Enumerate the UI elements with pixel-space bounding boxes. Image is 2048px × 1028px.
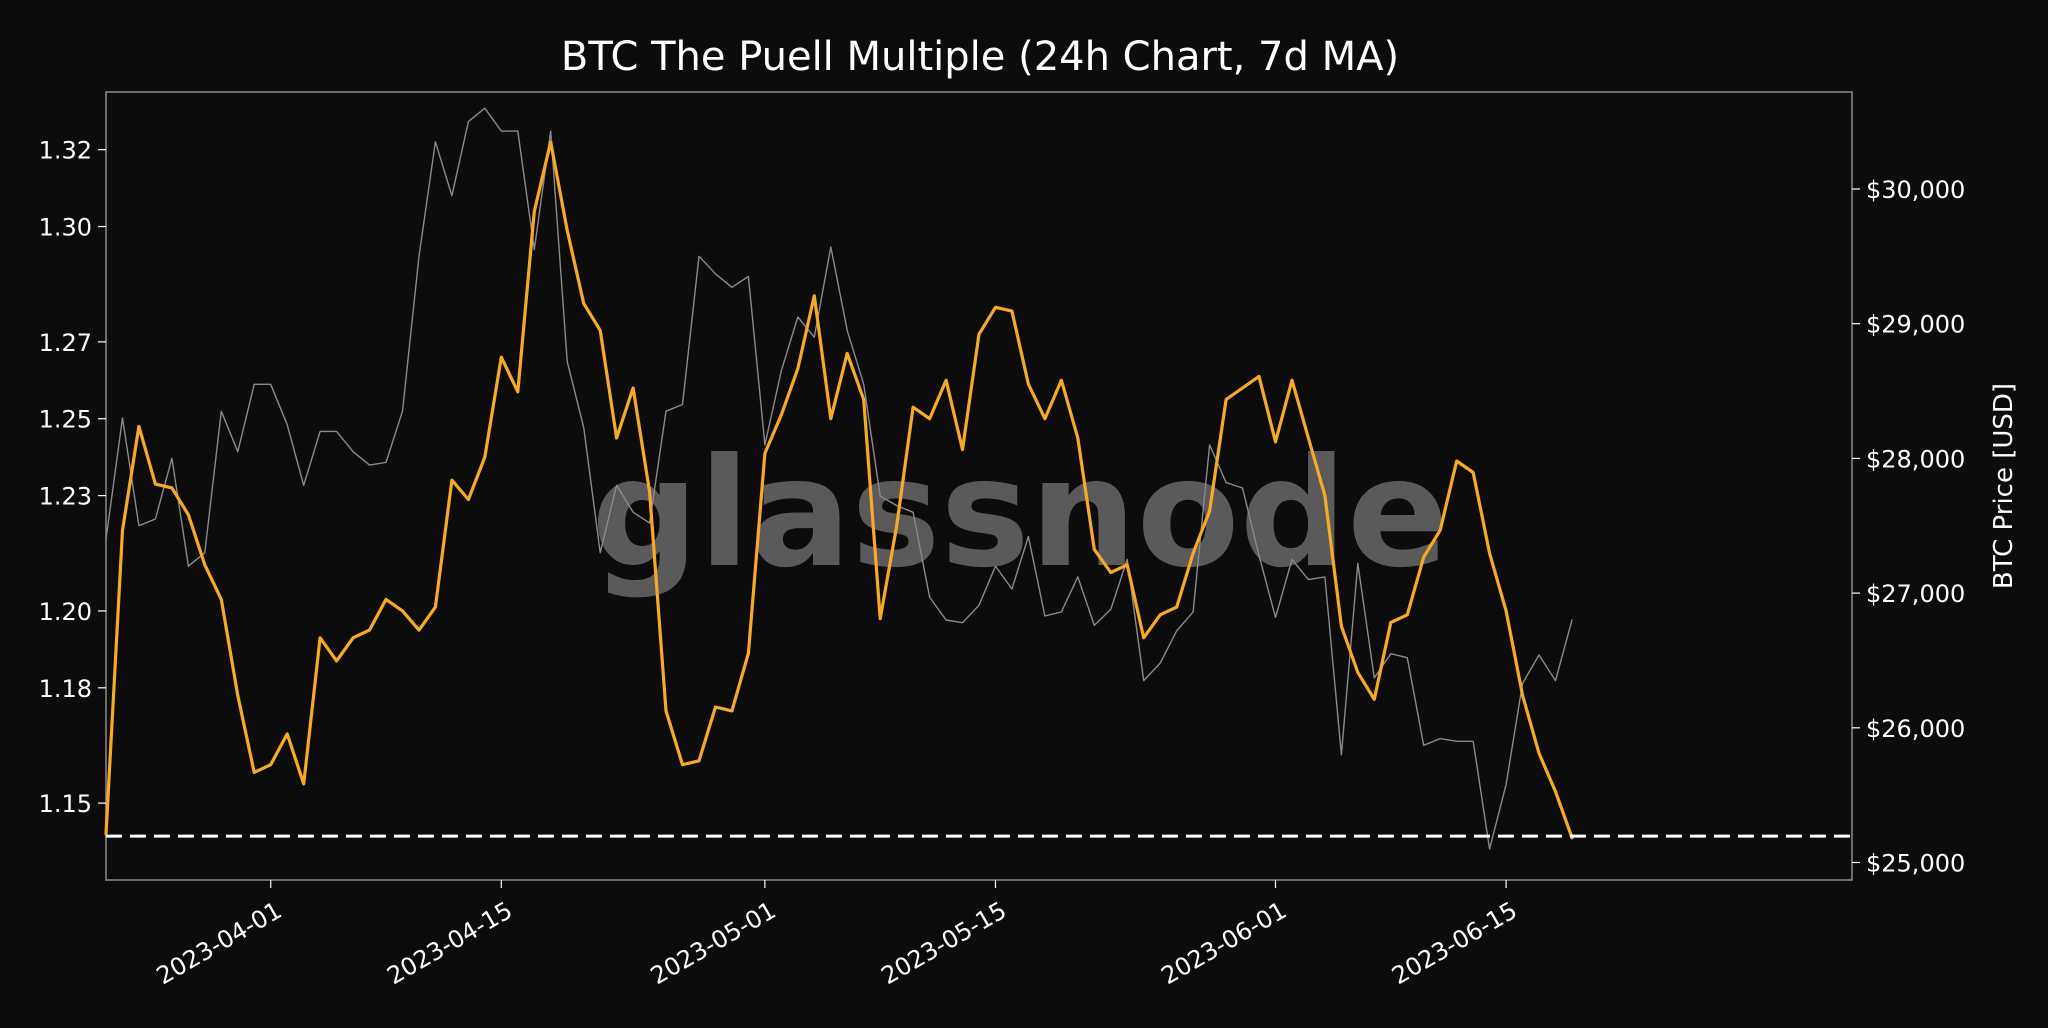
plot-area: [105, 91, 1853, 881]
right-axis-ticks: $25,000 $26,000 $27,000 $28,000 $29,000 $30,0…: [1852, 176, 1965, 877]
y2-tick-label: $28,000: [1866, 445, 1965, 473]
y-tick-label: 1.27: [39, 329, 92, 357]
left-axis-ticks: 1.15 1.18 1.20 1.23 1.25 1.27 1.30 1.32: [39, 137, 106, 818]
y-tick-label: 1.32: [39, 137, 92, 165]
y-tick-label: 1.15: [39, 790, 92, 818]
y2-tick-label: $25,000: [1866, 849, 1965, 877]
y-tick-label: 1.18: [39, 675, 92, 703]
y-tick-label: 1.30: [39, 214, 92, 242]
y2-tick-label: $27,000: [1866, 580, 1965, 608]
y2-tick-label: $30,000: [1866, 176, 1965, 204]
y2-tick-label: $29,000: [1866, 311, 1965, 339]
btc-price-line: [105, 107, 1573, 850]
y-tick-label: 1.20: [39, 598, 92, 626]
y-tick-label: 1.23: [39, 483, 92, 511]
puell-multiple-line: [104, 140, 1574, 840]
y2-axis-label: BTC Price [USD]: [1989, 383, 2019, 589]
y2-tick-label: $26,000: [1866, 715, 1965, 743]
chart-title: BTC The Puell Multiple (24h Chart, 7d MA…: [561, 34, 1399, 80]
y-tick-label: 1.25: [39, 406, 92, 434]
watermark: glassnode: [591, 427, 1449, 601]
series-group: [104, 107, 1574, 850]
